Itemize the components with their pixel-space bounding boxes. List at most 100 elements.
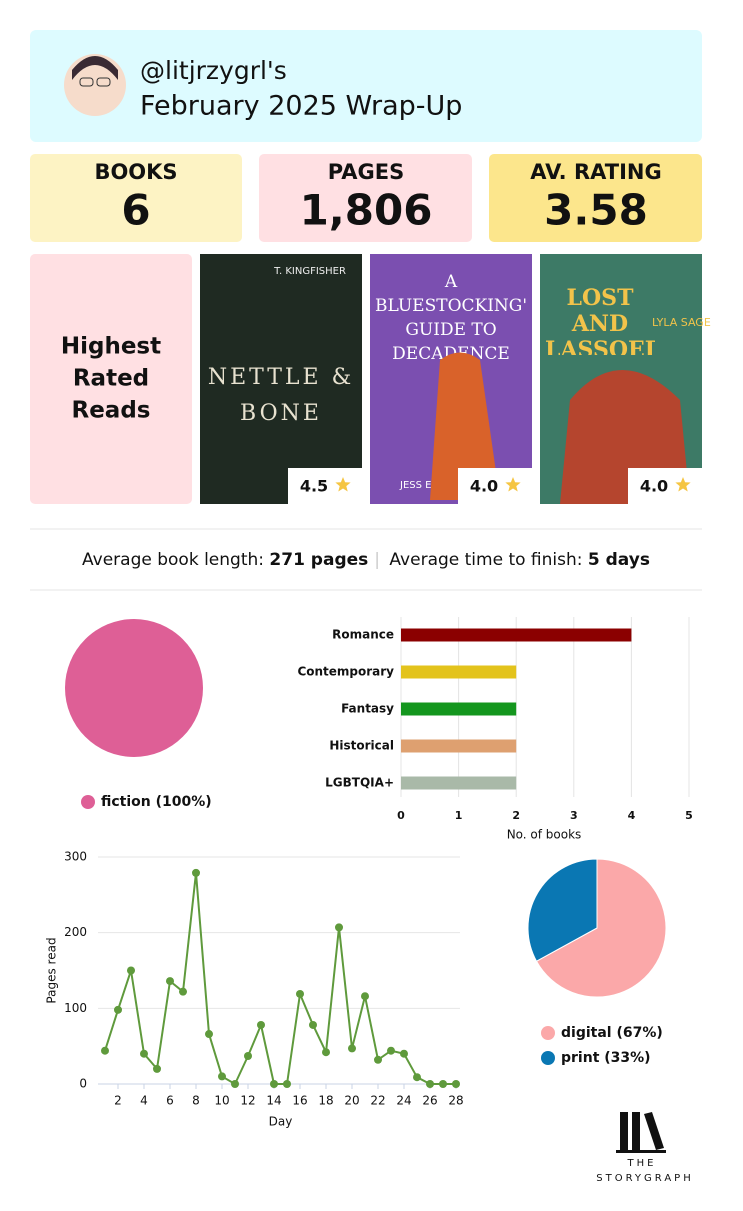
y-tick-label: Historical xyxy=(329,739,394,753)
point xyxy=(257,1020,265,1029)
point xyxy=(192,868,200,877)
bar xyxy=(401,776,517,790)
stat-box xyxy=(30,154,242,242)
logo-icon xyxy=(620,1112,628,1150)
book-title: NETTLE & BONE xyxy=(207,365,355,426)
rating: 4.0 xyxy=(470,477,498,496)
rating-badges: 4.5 4.0 4.0 xyxy=(288,468,702,504)
legend-value: (100%) xyxy=(156,794,212,810)
legend-label: digital xyxy=(561,1025,612,1041)
bar xyxy=(401,628,632,642)
x-tick-label: 4 xyxy=(140,1094,148,1108)
point xyxy=(179,987,187,996)
pie-slice xyxy=(527,858,598,962)
avg-length: 271 pages xyxy=(269,550,368,570)
avatar-glasses xyxy=(96,77,111,87)
rating-badge xyxy=(288,468,362,504)
book-author: LYLA SAGE xyxy=(652,316,711,329)
wrap-up-title: February 2025 Wrap-Up xyxy=(140,91,462,122)
highest-rated-heading: Rated xyxy=(73,366,149,392)
x-tick-label: 3 xyxy=(570,809,578,822)
y-tick-label: Fantasy xyxy=(341,702,394,716)
x-tick-label: 6 xyxy=(166,1094,174,1108)
book-title: LOST AND LASSOED xyxy=(545,285,655,355)
x-tick-label: 5 xyxy=(685,809,693,822)
x-tick-label: 2 xyxy=(114,1094,122,1108)
book-cover xyxy=(200,254,362,504)
point xyxy=(348,1044,356,1053)
stat-value: 6 xyxy=(121,186,150,235)
point xyxy=(309,1020,317,1029)
point xyxy=(387,1046,395,1055)
pie-slice xyxy=(65,619,203,757)
cover-art xyxy=(430,352,500,500)
bar xyxy=(401,739,517,753)
rating: 4.0 xyxy=(640,477,668,496)
x-tick-label: 12 xyxy=(240,1094,255,1108)
point xyxy=(153,1064,161,1073)
x-tick-label: 14 xyxy=(266,1094,281,1108)
x-axis-label: No. of books xyxy=(507,828,582,842)
legend-value: (33%) xyxy=(604,1050,650,1066)
stat-value: 3.58 xyxy=(544,186,648,235)
point xyxy=(205,1030,213,1039)
x-tick-label: 24 xyxy=(396,1094,411,1108)
separator: | xyxy=(374,550,380,570)
highest-rated-heading: Highest xyxy=(61,334,161,360)
stat-label: PAGES xyxy=(328,160,404,184)
avg-length-label: Average book length: xyxy=(82,550,264,570)
x-tick-label: 8 xyxy=(192,1094,200,1108)
line xyxy=(104,871,456,1085)
charts: fiction (100%)0 1 2 3 4 5No. of booksRomanceC… xyxy=(45,617,693,1129)
pie-slice xyxy=(535,858,667,998)
rating: 4.5 xyxy=(300,477,328,496)
point xyxy=(283,1080,291,1088)
highest-rated-heading: Reads xyxy=(72,398,151,424)
legend-entry: digital (67%) xyxy=(561,1025,663,1041)
book-title-box: A BLUESTOCKING'S GUIDE TO DECADENCE xyxy=(375,272,527,364)
y-tick-label: 300 xyxy=(64,850,87,864)
point xyxy=(413,1073,421,1082)
highest-rated-box xyxy=(30,254,192,504)
x-tick-label: 26 xyxy=(422,1094,437,1108)
book-title-box: LOST AND LASSOED xyxy=(545,285,655,355)
rating-badge xyxy=(458,468,532,504)
star-icon xyxy=(335,477,351,492)
legend-value: (67%) xyxy=(616,1025,662,1041)
logo-icon xyxy=(644,1112,664,1150)
book-author: JESS E xyxy=(399,480,431,491)
y-tick-label: 0 xyxy=(79,1077,87,1091)
x-tick-label: 10 xyxy=(214,1094,229,1108)
book-author: T. KINGFISHER xyxy=(273,266,346,277)
stat-box xyxy=(259,154,472,242)
point xyxy=(244,1052,252,1061)
point xyxy=(439,1080,447,1088)
legend-label: fiction xyxy=(101,794,151,810)
avg-time-label: Average time to finish: xyxy=(389,550,582,570)
point xyxy=(101,1046,109,1055)
bar xyxy=(401,665,517,679)
bar xyxy=(401,702,517,716)
logo: THE STORYGRAPH xyxy=(596,1112,691,1184)
y-tick-label: 200 xyxy=(64,925,87,939)
avatar-hair xyxy=(72,56,118,80)
x-tick-label: 0 xyxy=(397,809,405,822)
x-tick-label: 20 xyxy=(344,1094,359,1108)
y-tick-label: Contemporary xyxy=(297,665,394,679)
averages: Average book length: 271 pages | Average … xyxy=(82,550,650,570)
logo-icon xyxy=(632,1112,640,1150)
stat-box xyxy=(489,154,702,242)
avg-time: 5 days xyxy=(588,550,650,570)
point xyxy=(322,1048,330,1057)
legend-swatch xyxy=(81,795,95,809)
book-title: A BLUESTOCKING'S GUIDE TO DECADENCE xyxy=(375,272,527,364)
header-box xyxy=(30,30,702,142)
stat-label: AV. RATING xyxy=(530,160,661,184)
point xyxy=(218,1072,226,1081)
stat-label: BOOKS xyxy=(94,160,177,184)
x-tick-label: 2 xyxy=(512,809,520,822)
logo-text: THE xyxy=(627,1158,657,1169)
point xyxy=(140,1049,148,1058)
point xyxy=(400,1049,408,1058)
